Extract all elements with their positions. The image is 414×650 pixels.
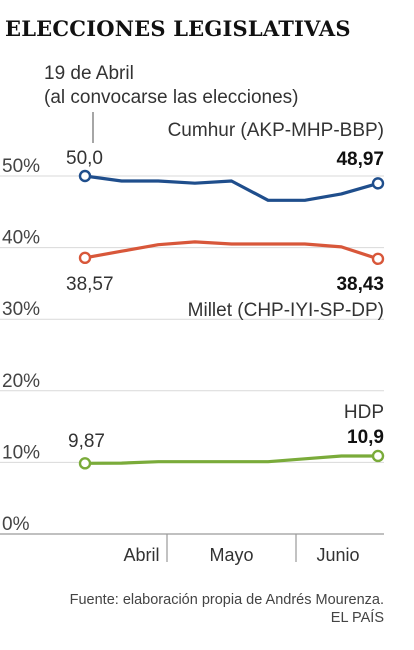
data-point-marker xyxy=(78,169,92,183)
publisher: EL PAÍS xyxy=(331,609,384,626)
series-end-value: 48,97 xyxy=(336,149,384,170)
series-name-label: HDP xyxy=(344,402,384,423)
series-end-value: 10,9 xyxy=(347,427,384,448)
annotation-line-1: 19 de Abril xyxy=(44,63,134,84)
y-tick-label: 20% xyxy=(2,371,40,392)
series-line-0 xyxy=(83,174,380,202)
y-tick-label: 50% xyxy=(2,156,40,177)
x-tick-label: Abril xyxy=(123,545,159,565)
series-labels: Cumhur (AKP-MHP-BBP) 50,0 48,97 38,57 38,43 M… xyxy=(66,120,384,452)
series-end-value: 38,43 xyxy=(336,274,384,295)
data-point-marker xyxy=(371,252,385,266)
series-name-label: Millet (CHP-IYI-SP-DP) xyxy=(188,300,384,321)
series-line-2 xyxy=(83,454,380,465)
series xyxy=(78,169,385,470)
x-tick-label: Mayo xyxy=(209,545,253,565)
y-axis-ticks: 50% 40% 30% 20% 10% 0% xyxy=(2,156,40,535)
y-tick-label: 30% xyxy=(2,299,40,320)
chart-title: ELECCIONES LEGISLATIVAS xyxy=(5,16,351,41)
series-start-value: 38,57 xyxy=(66,274,114,295)
y-tick-label: 0% xyxy=(2,514,30,535)
source-note: Fuente: elaboración propia de Andrés Mou… xyxy=(70,592,384,608)
data-point-marker xyxy=(371,449,385,463)
data-point-marker xyxy=(78,457,92,470)
y-tick-label: 10% xyxy=(2,442,40,463)
data-point-marker xyxy=(78,251,92,265)
series-name-label: Cumhur (AKP-MHP-BBP) xyxy=(168,120,384,141)
x-axis-ticks: Abril Mayo Junio xyxy=(123,534,360,565)
annotation-line-2: (al convocarse las elecciones) xyxy=(44,87,299,108)
x-tick-label: Junio xyxy=(316,545,359,565)
data-point-marker xyxy=(371,177,385,190)
series-start-value: 9,87 xyxy=(68,431,105,452)
y-tick-label: 40% xyxy=(2,228,40,249)
series-start-value: 50,0 xyxy=(66,148,103,169)
grid xyxy=(0,175,384,535)
series-line-1 xyxy=(83,240,380,261)
